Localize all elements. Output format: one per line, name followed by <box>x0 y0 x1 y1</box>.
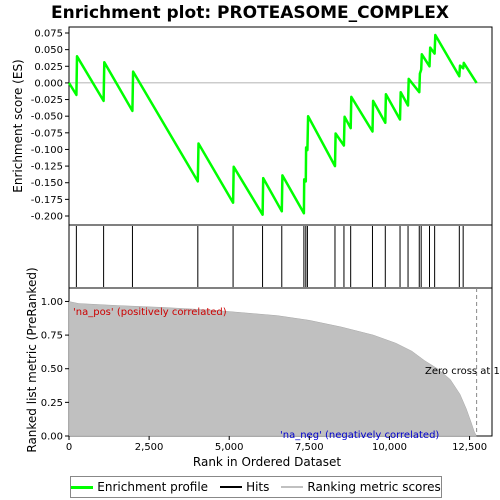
metric-x-tick-label: 0 <box>66 442 72 453</box>
legend-swatch-gray <box>281 486 304 488</box>
legend-item-metric: Ranking metric scores <box>281 480 441 494</box>
metric-y-label: Ranked list metric (PreRanked) <box>25 267 39 452</box>
es-series-line <box>67 33 478 216</box>
metric-y-tick-label: 0.75 <box>41 331 63 342</box>
es-y-tick-label: 0.025 <box>34 62 63 73</box>
legend-swatch-green <box>71 485 94 489</box>
es-y-tick-label: 0.050 <box>34 45 63 56</box>
hit-marks <box>75 226 464 287</box>
pos-label: 'na_pos' (positively correlated) <box>73 307 227 318</box>
metric-x-tick-label: 2,500 <box>135 442 164 453</box>
metric-y-tick-label: 0.25 <box>41 398 63 409</box>
legend: Enrichment profile Hits Ranking metric s… <box>70 476 442 498</box>
es-y-tick-label: -0.200 <box>31 212 63 223</box>
metric-area <box>68 301 478 437</box>
metric-y-tick-label: 0.50 <box>41 364 63 375</box>
metric-x-tick-label: 12,500 <box>452 442 487 453</box>
es-panel-frame <box>68 26 493 226</box>
es-y-tick-label: -0.025 <box>31 95 63 106</box>
es-y-tick-label: 0.075 <box>34 29 63 40</box>
neg-label: 'na_neg' (negatively correlated) <box>280 430 439 441</box>
zero-cross-label: Zero cross at 1 <box>425 366 500 377</box>
metric-x-tick-label: 5,000 <box>215 442 244 453</box>
metric-x-axis: 0 2,500 5,000 7,500 10,000 12,500 <box>66 436 487 453</box>
es-y-tick-label: 0.000 <box>34 78 63 89</box>
chart-title: Enrichment plot: PROTEASOME_COMPLEX <box>51 3 449 23</box>
metric-x-label: Rank in Ordered Dataset <box>193 455 341 469</box>
es-y-tick-label: -0.050 <box>31 112 63 123</box>
es-y-tick-label: -0.075 <box>31 128 63 139</box>
es-y-tick-label: -0.175 <box>31 195 63 206</box>
legend-item-enrichment: Enrichment profile <box>71 480 208 494</box>
legend-label-hits: Hits <box>246 480 270 494</box>
legend-label-metric: Ranking metric scores <box>307 480 441 494</box>
es-y-tick-label: -0.150 <box>31 178 63 189</box>
metric-y-axis: 0.00 0.25 0.50 0.75 1.00 <box>41 297 69 443</box>
es-y-axis: 0.075 0.050 0.025 0.000 -0.025 -0.050 -0.075 -0… <box>31 29 69 223</box>
metric-x-tick-label: 10,000 <box>372 442 407 453</box>
legend-item-hits: Hits <box>220 480 269 494</box>
metric-y-tick-label: 1.00 <box>41 297 63 308</box>
metric-x-tick-label: 7,500 <box>295 442 324 453</box>
es-y-tick-label: -0.125 <box>31 162 63 173</box>
legend-swatch-black <box>220 486 243 488</box>
es-y-label: Enrichment score (ES) <box>11 59 25 192</box>
es-y-tick-label: -0.100 <box>31 145 63 156</box>
metric-y-tick-label: 0.00 <box>41 432 63 443</box>
legend-label-enrichment: Enrichment profile <box>97 480 209 494</box>
